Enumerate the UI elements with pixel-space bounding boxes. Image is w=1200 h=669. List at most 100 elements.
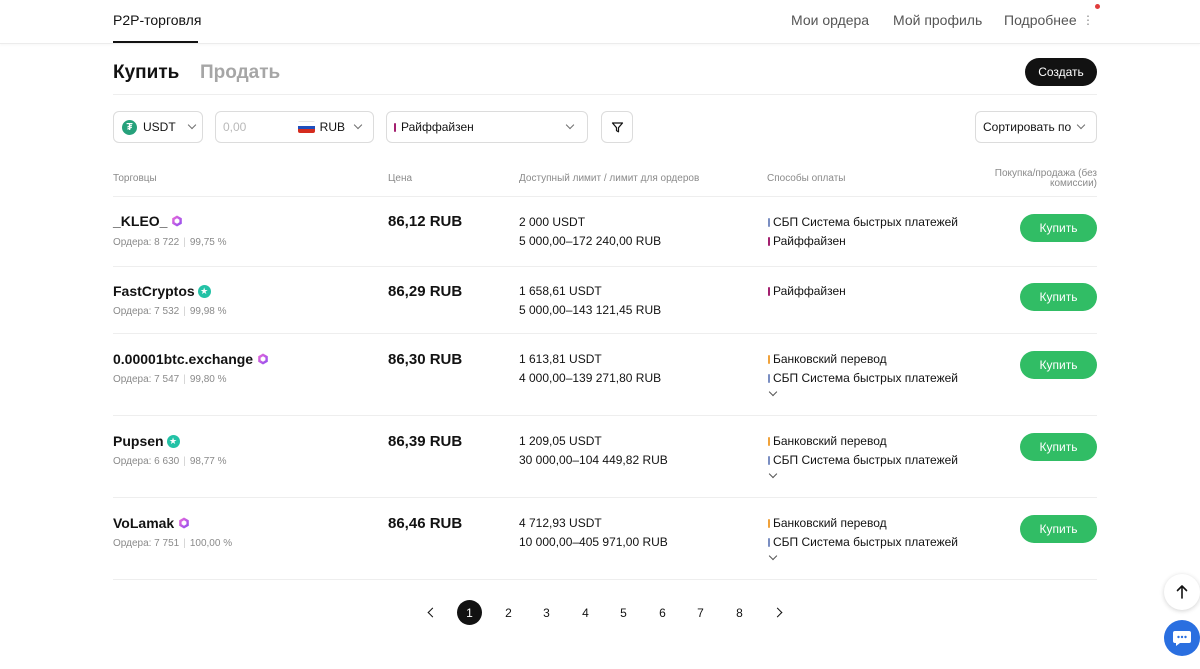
amount-placeholder[interactable]: 0,00	[223, 120, 247, 134]
page-button-4[interactable]: 4	[582, 605, 589, 620]
vertical-dots-icon[interactable]: ⋮	[1082, 13, 1094, 27]
available-amount: 4 712,93 USDT	[519, 516, 602, 530]
sort-select[interactable]: Сортировать по	[975, 111, 1097, 143]
funnel-icon	[611, 121, 623, 132]
currency-select[interactable]: RUB	[297, 120, 363, 134]
currency-value: RUB	[319, 120, 345, 134]
completion-rate: 100,00 %	[189, 538, 233, 549]
trader-stats: Ордера: 6 630 | 98,77 %	[113, 456, 227, 467]
column-header-action-line1: Покупка/продажа (без	[994, 168, 1097, 179]
expand-payments-chevron-icon[interactable]	[768, 551, 778, 561]
chevron-down-icon	[1076, 120, 1086, 130]
column-header-action-line2: комиссии)	[1049, 178, 1097, 189]
trader-name-text[interactable]: Pupsen	[113, 433, 164, 449]
order-limits: 5 000,00–172 240,00 RUB	[519, 234, 662, 248]
asset-select[interactable]: ₮ USDT	[113, 111, 203, 143]
prev-page-arrow-icon[interactable]	[427, 607, 438, 618]
page-button-2[interactable]: 2	[505, 605, 512, 620]
expand-payments-chevron-icon[interactable]	[768, 469, 778, 479]
column-header-action: Покупка/продажа (без комиссии)	[977, 169, 1097, 189]
arrow-up-icon	[1176, 585, 1188, 599]
buy-button[interactable]: Купить	[1020, 351, 1097, 379]
trader-name[interactable]: FastCryptos ★	[113, 283, 211, 299]
asset-value: USDT	[143, 120, 176, 134]
completion-rate: 99,98 %	[189, 306, 227, 317]
chat-support-button[interactable]	[1164, 620, 1200, 656]
buy-button[interactable]: Купить	[1020, 433, 1097, 461]
payment-method: Банковский перевод	[768, 434, 887, 448]
payment-method-value: Райффайзен	[401, 120, 474, 134]
trader-stats: Ордера: 7 532 | 99,98 %	[113, 306, 227, 317]
next-page-arrow-icon[interactable]	[772, 607, 783, 618]
available-amount: 2 000 USDT	[519, 215, 586, 229]
payment-method: СБП Система быстрых платежей	[768, 215, 958, 229]
tab-buy[interactable]: Купить	[113, 62, 180, 83]
table-row: 0.00001btc.exchange Ордера: 7 547 | 99,80 …	[113, 334, 1097, 416]
payment-method: СБП Система быстрых платежей	[768, 535, 958, 549]
order-limits: 30 000,00–104 449,82 RUB	[519, 453, 668, 467]
table-row: Pupsen ★ Ордера: 6 630 | 98,77 % 86,39 RUB…	[113, 416, 1097, 498]
gem-badge-icon	[172, 215, 183, 227]
scroll-to-top-button[interactable]	[1164, 574, 1200, 610]
order-count: Ордера: 7 751	[113, 538, 180, 549]
divider	[113, 94, 1097, 95]
trader-name[interactable]: _KLEO_	[113, 213, 183, 229]
page-button-3[interactable]: 3	[543, 605, 550, 620]
bank-color-marker	[394, 122, 396, 132]
trader-name[interactable]: Pupsen ★	[113, 433, 180, 449]
order-limits: 10 000,00–405 971,00 RUB	[519, 535, 668, 549]
table-row: FastCryptos ★ Ордера: 7 532 | 99,98 % 86,2…	[113, 267, 1097, 334]
trader-name-text[interactable]: _KLEO_	[113, 213, 168, 229]
filter-button[interactable]	[601, 111, 633, 143]
available-amount: 1 658,61 USDT	[519, 284, 602, 298]
available-amount: 1 209,05 USDT	[519, 434, 602, 448]
table-row: VoLamak Ордера: 7 751 | 100,00 % 86,46 RUB…	[113, 498, 1097, 580]
expand-payments-chevron-icon[interactable]	[768, 387, 778, 397]
buy-button[interactable]: Купить	[1020, 515, 1097, 543]
nav-my-profile[interactable]: Мой профиль	[893, 12, 983, 28]
payment-method: СБП Система быстрых платежей	[768, 453, 958, 467]
sort-label: Сортировать по	[983, 120, 1072, 134]
page-button-6[interactable]: 6	[659, 605, 666, 620]
nav-my-orders[interactable]: Мои ордера	[791, 12, 870, 28]
payment-method: Банковский перевод	[768, 352, 887, 366]
page-button-7[interactable]: 7	[697, 605, 704, 620]
trader-name-text[interactable]: VoLamak	[113, 515, 175, 531]
payment-method-select[interactable]: Райффайзен	[386, 111, 588, 143]
trader-stats: Ордера: 7 751 | 100,00 %	[113, 538, 233, 549]
trader-stats: Ордера: 7 547 | 99,80 %	[113, 374, 227, 385]
payment-method: Банковский перевод	[768, 516, 887, 530]
completion-rate: 99,80 %	[189, 374, 227, 385]
buy-button[interactable]: Купить	[1020, 214, 1097, 242]
tab-sell[interactable]: Продать	[200, 62, 281, 83]
brand-active-indicator	[113, 41, 198, 43]
page-button-5[interactable]: 5	[620, 605, 627, 620]
payment-method: Райффайзен	[768, 234, 846, 248]
top-navigation: P2P-торговля Мои ордера Мой профиль Подр…	[0, 0, 1200, 44]
chevron-down-icon	[565, 120, 575, 130]
tether-icon: ₮	[122, 119, 137, 135]
completion-rate: 98,77 %	[189, 456, 227, 467]
chevron-down-icon	[353, 120, 363, 130]
price: 86,46 RUB	[388, 515, 463, 532]
chat-bubble-icon	[1173, 631, 1191, 646]
price: 86,12 RUB	[388, 213, 463, 230]
trader-name-text[interactable]: 0.00001btc.exchange	[113, 351, 254, 367]
trader-name[interactable]: VoLamak	[113, 515, 190, 531]
trader-name-text[interactable]: FastCryptos	[113, 283, 195, 299]
create-button[interactable]: Создать	[1025, 58, 1097, 86]
nav-more[interactable]: Подробнее	[1004, 12, 1077, 28]
amount-field[interactable]: 0,00 RUB	[215, 111, 374, 143]
brand-link[interactable]: P2P-торговля	[113, 12, 202, 28]
trader-name[interactable]: 0.00001btc.exchange	[113, 351, 269, 367]
column-header-limit: Доступный лимит / лимит для ордеров	[519, 173, 700, 184]
price: 86,39 RUB	[388, 433, 463, 450]
column-header-traders: Торговцы	[113, 173, 157, 184]
page-button-8[interactable]: 8	[736, 605, 743, 620]
notification-dot	[1095, 4, 1100, 9]
buy-button[interactable]: Купить	[1020, 283, 1097, 311]
page-button-1[interactable]: 1	[457, 600, 482, 625]
order-limits: 4 000,00–139 271,80 RUB	[519, 371, 662, 385]
verified-star-icon: ★	[166, 434, 180, 448]
column-header-price: Цена	[388, 173, 413, 184]
